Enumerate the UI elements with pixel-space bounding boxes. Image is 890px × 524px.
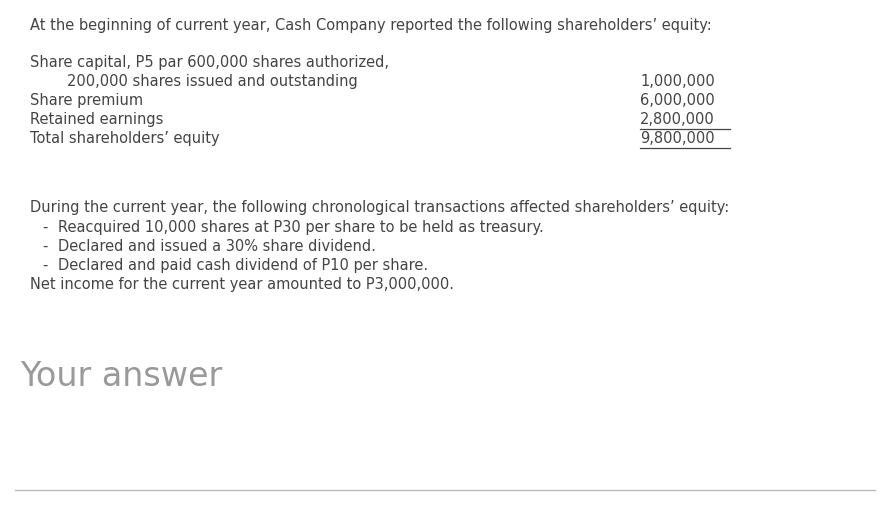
- Text: 200,000 shares issued and outstanding: 200,000 shares issued and outstanding: [30, 74, 358, 89]
- Text: 1,000,000: 1,000,000: [640, 74, 715, 89]
- Text: Your answer: Your answer: [20, 360, 222, 393]
- Text: -: -: [42, 239, 47, 254]
- Text: 9,800,000: 9,800,000: [640, 131, 715, 146]
- Text: -: -: [42, 258, 47, 273]
- Text: Share premium: Share premium: [30, 93, 143, 108]
- Text: Retained earnings: Retained earnings: [30, 112, 164, 127]
- Text: Share capital, P5 par 600,000 shares authorized,: Share capital, P5 par 600,000 shares aut…: [30, 55, 389, 70]
- Text: Reacquired 10,000 shares at P30 per share to be held as treasury.: Reacquired 10,000 shares at P30 per shar…: [58, 220, 544, 235]
- Text: At the beginning of current year, Cash Company reported the following shareholde: At the beginning of current year, Cash C…: [30, 18, 712, 33]
- Text: -: -: [42, 220, 47, 235]
- Text: During the current year, the following chronological transactions affected share: During the current year, the following c…: [30, 200, 729, 215]
- Text: Declared and issued a 30% share dividend.: Declared and issued a 30% share dividend…: [58, 239, 376, 254]
- Text: Declared and paid cash dividend of P10 per share.: Declared and paid cash dividend of P10 p…: [58, 258, 428, 273]
- Text: Net income for the current year amounted to P3,000,000.: Net income for the current year amounted…: [30, 277, 454, 292]
- Text: 6,000,000: 6,000,000: [640, 93, 715, 108]
- Text: 2,800,000: 2,800,000: [640, 112, 715, 127]
- Text: Total shareholders’ equity: Total shareholders’ equity: [30, 131, 220, 146]
